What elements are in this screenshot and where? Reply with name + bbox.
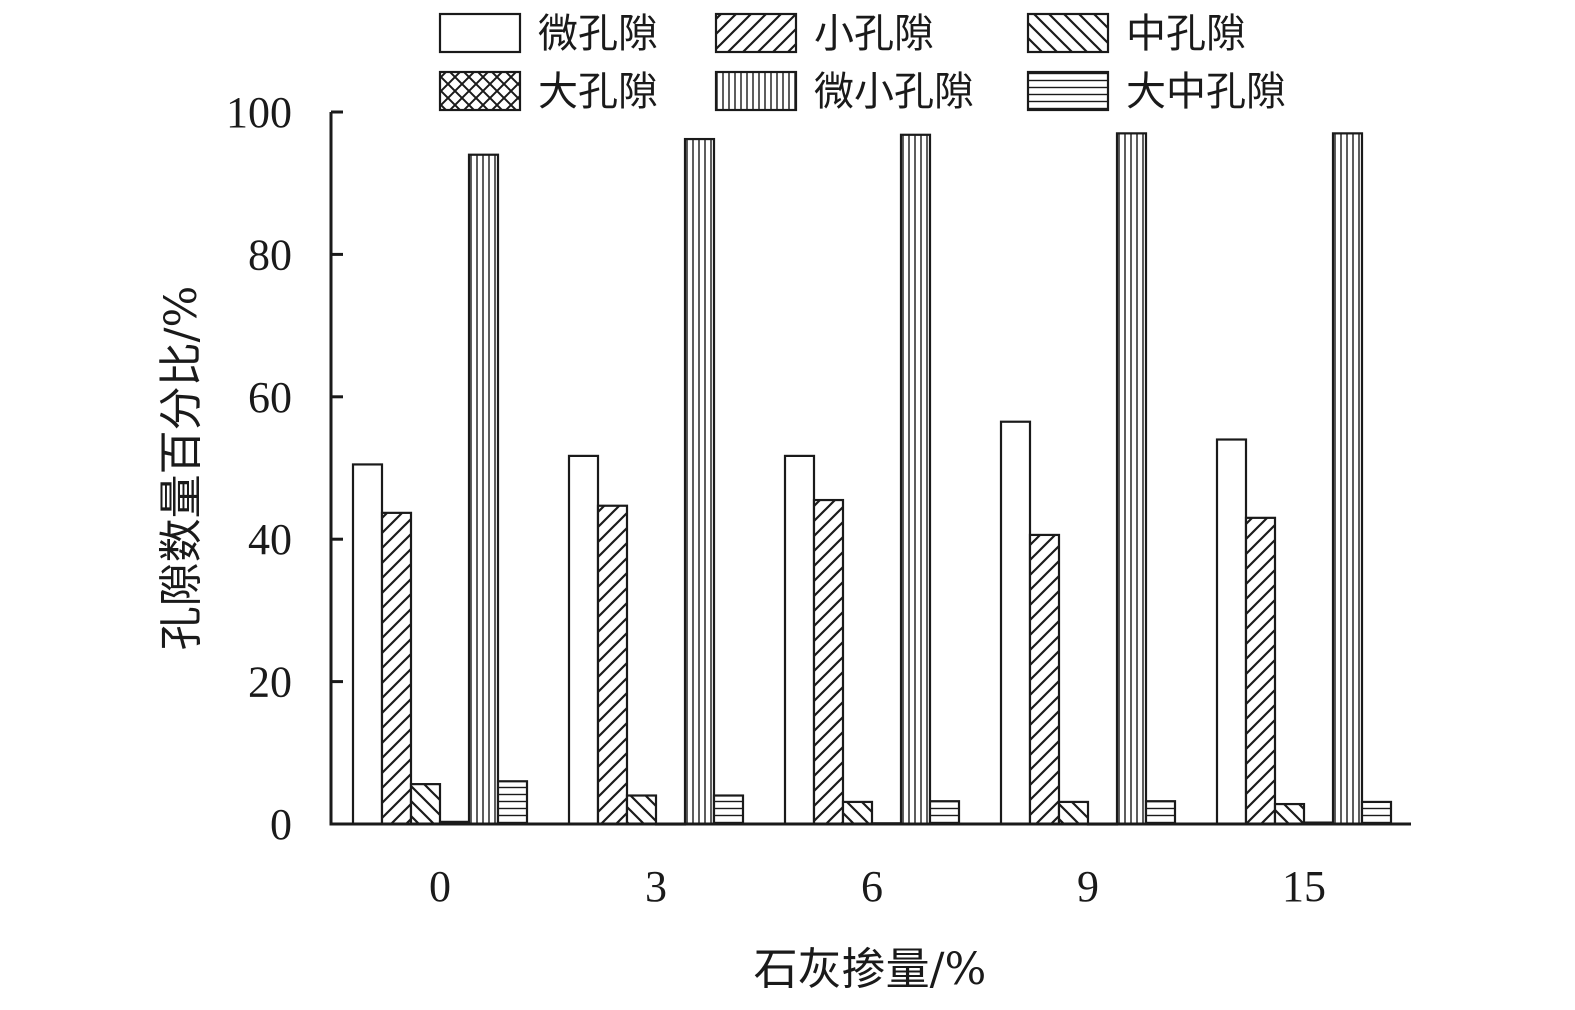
legend-label: 大中孔隙 (1126, 69, 1286, 115)
y-axis-title: 孔隙数量百分比/% (156, 286, 207, 651)
bar-小孔隙-15 (1244, 516, 1277, 826)
legend-swatch-微孔隙 (438, 12, 522, 54)
bar-大中孔隙-6 (928, 800, 961, 826)
y-tick-label: 100 (226, 88, 292, 137)
x-tick-label: 6 (861, 862, 883, 911)
bar-大中孔隙-0 (496, 780, 529, 826)
x-tick-label: 0 (429, 862, 451, 911)
bar-大中孔隙-3 (712, 794, 745, 826)
y-tick-label: 60 (248, 373, 292, 422)
x-tick-label: 9 (1077, 862, 1099, 911)
bar-微孔隙-15 (1215, 438, 1248, 826)
bar-微小孔隙-9 (1115, 132, 1148, 826)
legend-swatch-小孔隙 (714, 12, 798, 54)
x-ticks-group: 0 3 6 9 15 (429, 862, 1326, 911)
bar-微孔隙-9 (999, 420, 1032, 826)
y-tick-label: 80 (248, 230, 292, 279)
bar-微小孔隙-0 (467, 153, 500, 826)
bar-大中孔隙-9 (1144, 800, 1177, 826)
bar-微孔隙-3 (567, 454, 600, 826)
bar-中孔隙-9 (1057, 800, 1090, 826)
y-tick-label: 0 (270, 800, 292, 849)
legend-label: 中孔隙 (1126, 11, 1246, 57)
y-tick-label: 40 (248, 515, 292, 564)
legend-swatch-微小孔隙 (714, 70, 798, 112)
bar-中孔隙-6 (841, 800, 874, 826)
bar-小孔隙-6 (812, 498, 845, 826)
bars-group (351, 132, 1393, 826)
x-tick-label: 3 (645, 862, 667, 911)
bar-大中孔隙-15 (1360, 800, 1393, 826)
legend-swatch-大中孔隙 (1026, 70, 1110, 112)
bar-微小孔隙-6 (899, 133, 932, 826)
legend-swatch-大孔隙 (438, 70, 522, 112)
bar-小孔隙-9 (1028, 533, 1061, 826)
bar-微小孔隙-15 (1331, 132, 1364, 826)
bar-微小孔隙-3 (683, 137, 716, 826)
legend-label: 小孔隙 (814, 11, 934, 57)
legend-label: 微孔隙 (538, 11, 658, 57)
bar-微孔隙-0 (351, 463, 384, 826)
axes-group (329, 112, 1411, 826)
legend-label: 微小孔隙 (814, 69, 974, 115)
bar-中孔隙-3 (625, 794, 658, 826)
x-tick-label: 15 (1282, 862, 1326, 911)
legend-swatch-中孔隙 (1026, 12, 1110, 54)
y-ticks-group: 0 20 40 60 80 100 (226, 88, 343, 849)
bar-小孔隙-0 (380, 511, 413, 826)
legend-label: 大孔隙 (538, 69, 658, 115)
bar-中孔隙-0 (409, 783, 442, 826)
x-axis-title: 石灰掺量/% (754, 944, 987, 995)
bar-中孔隙-15 (1273, 802, 1306, 826)
bar-小孔隙-3 (596, 504, 629, 826)
bar-微孔隙-6 (783, 454, 816, 826)
y-tick-label: 20 (248, 658, 292, 707)
